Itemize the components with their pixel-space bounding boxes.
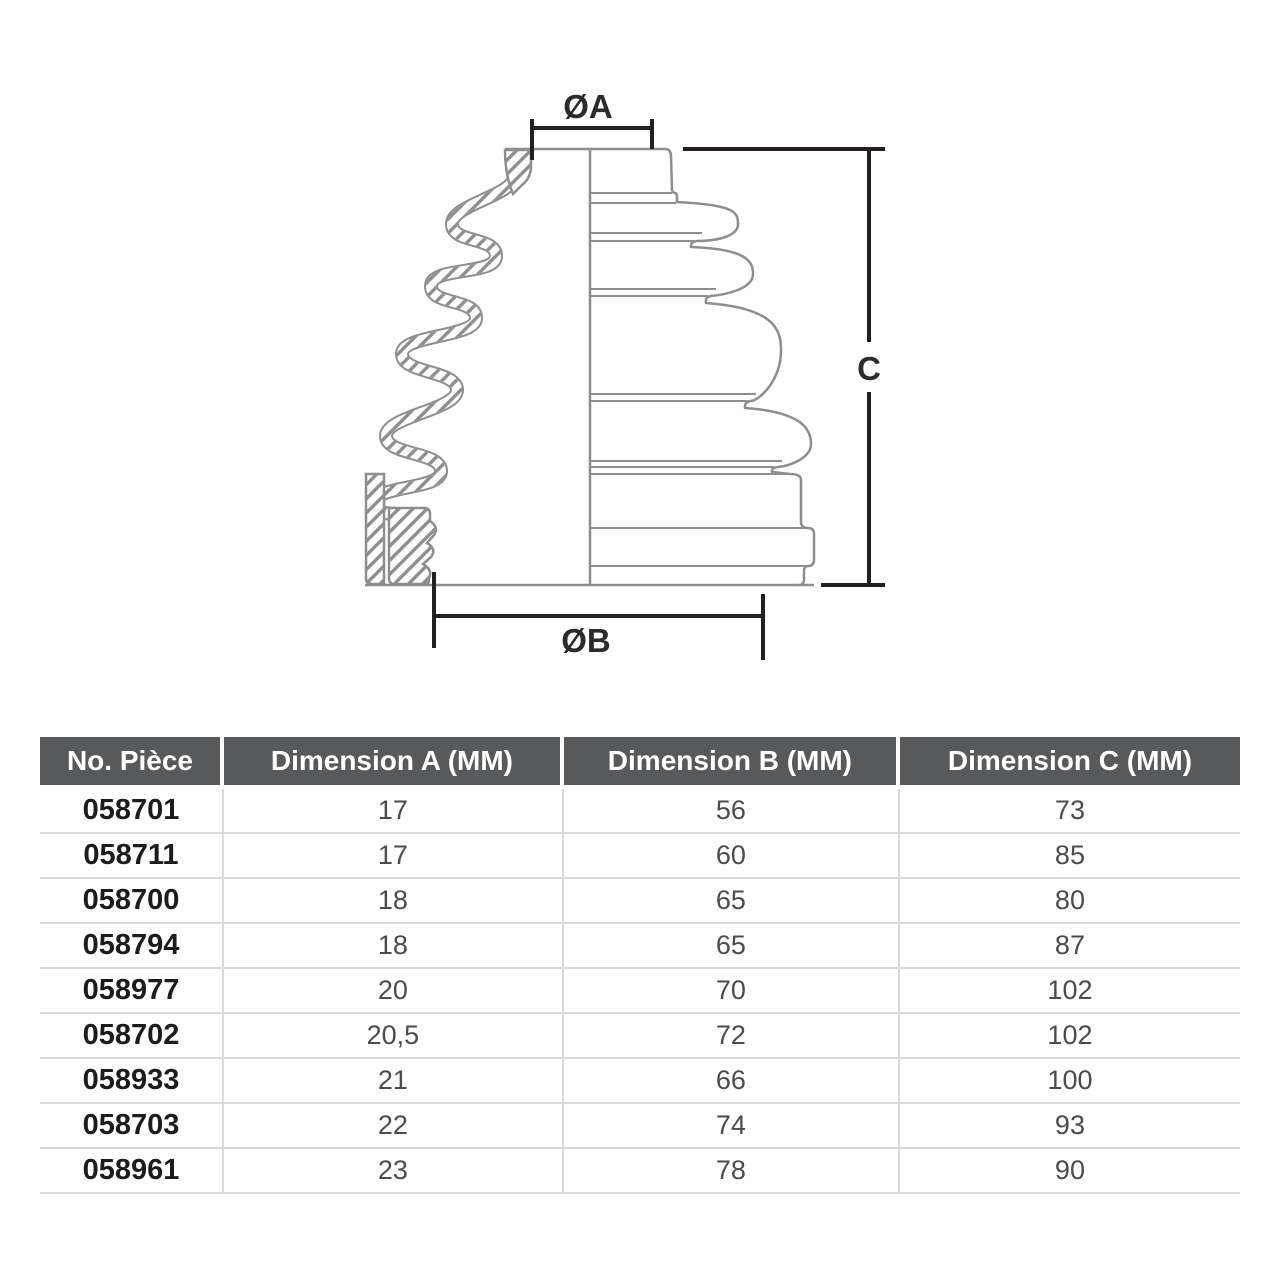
part-number-cell: 058701 (40, 789, 224, 834)
part-number-cell: 058711 (40, 834, 224, 879)
boot-cross-section (364, 148, 533, 586)
dim-a-label: ØA (563, 88, 613, 125)
dimension-value-cell: 102 (899, 969, 1240, 1014)
dimension-value-cell: 18 (223, 879, 564, 924)
dimension-value-cell: 72 (563, 1014, 900, 1059)
dimension-value-cell: 78 (563, 1149, 900, 1194)
cv-boot-diagram: ØA C ØB (364, 88, 885, 660)
table-row: 058794 18 65 87 (40, 924, 1240, 969)
dimension-value-cell: 18 (223, 924, 564, 969)
dimension-value-cell: 60 (563, 834, 900, 879)
part-number-cell: 058702 (40, 1014, 224, 1059)
dimension-value-cell: 93 (899, 1104, 1240, 1149)
header-part-number: No. Pièce (40, 737, 224, 789)
header-dimension-c: Dimension C (MM) (899, 737, 1240, 789)
dimension-value-cell: 23 (223, 1149, 564, 1194)
dimension-value-cell: 90 (899, 1149, 1240, 1194)
table-row: 058703 22 74 93 (40, 1104, 1240, 1149)
dimension-value-cell: 20,5 (223, 1014, 564, 1059)
dimension-value-cell: 56 (563, 789, 900, 834)
dimension-value-cell: 100 (899, 1059, 1240, 1104)
dimension-value-cell: 73 (899, 789, 1240, 834)
part-number-cell: 058794 (40, 924, 224, 969)
table-row: 058711 17 60 85 (40, 834, 1240, 879)
part-number-cell: 058977 (40, 969, 224, 1014)
dimension-value-cell: 74 (563, 1104, 900, 1149)
dimension-value-cell: 22 (223, 1104, 564, 1149)
part-number-cell: 058700 (40, 879, 224, 924)
dimension-value-cell: 65 (563, 879, 900, 924)
table-row: 058933 21 66 100 (40, 1059, 1240, 1104)
header-dimension-b: Dimension B (MM) (563, 737, 900, 789)
table-row: 058977 20 70 102 (40, 969, 1240, 1014)
clamp-section-block (387, 506, 438, 586)
table-row: 058701 17 56 73 (40, 789, 1240, 834)
clamp-strip-block (364, 472, 386, 586)
table-row: 058702 20,5 72 102 (40, 1014, 1240, 1059)
flange-section-block (503, 148, 533, 197)
dimension-value-cell: 65 (563, 924, 900, 969)
dimension-value-cell: 87 (899, 924, 1240, 969)
part-number-cell: 058961 (40, 1149, 224, 1194)
dimension-value-cell: 102 (899, 1014, 1240, 1059)
dimension-value-cell: 80 (899, 879, 1240, 924)
dimension-table: No. Pièce Dimension A (MM) Dimension B (… (40, 737, 1240, 1194)
dimension-value-cell: 17 (223, 789, 564, 834)
dimension-value-cell: 17 (223, 834, 564, 879)
part-number-cell: 058703 (40, 1104, 224, 1149)
cv-boot-drawing: ØA C ØB (364, 88, 885, 660)
table-row: 058961 23 78 90 (40, 1149, 1240, 1194)
table-row: 058700 18 65 80 (40, 879, 1240, 924)
table-header: No. Pièce Dimension A (MM) Dimension B (… (40, 737, 1240, 789)
table-body: 058701 17 56 73 058711 17 60 85 058700 18 65 80 0587… (40, 789, 1240, 1194)
dimension-value-cell: 20 (223, 969, 564, 1014)
dimension-value-cell: 85 (899, 834, 1240, 879)
dim-b-label: ØB (561, 622, 611, 659)
part-number-cell: 058933 (40, 1059, 224, 1104)
dimension-value-cell: 21 (223, 1059, 564, 1104)
dimension-lines (432, 119, 885, 660)
dim-c-label: C (857, 350, 881, 387)
dimension-value-cell: 66 (563, 1059, 900, 1104)
header-dimension-a: Dimension A (MM) (223, 737, 564, 789)
boot-profile (365, 147, 816, 587)
dimension-value-cell: 70 (563, 969, 900, 1014)
